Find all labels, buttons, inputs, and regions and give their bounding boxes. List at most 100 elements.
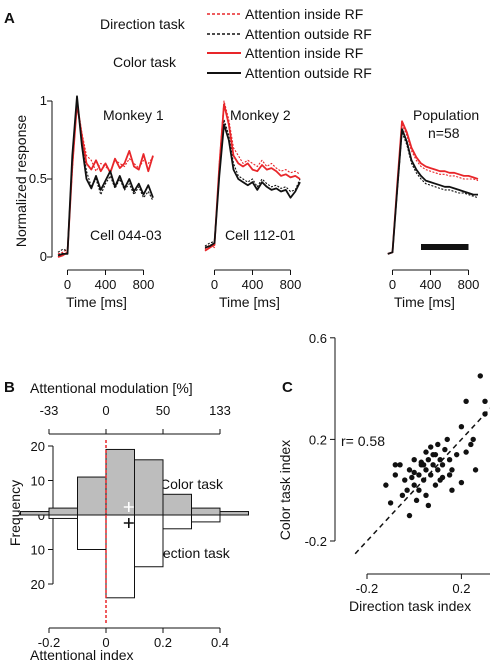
correlation-label: r= 0.58 — [341, 433, 385, 449]
panel-b-direction-task-label: Direction task — [145, 545, 231, 561]
panel-a-xlabels: Time [ms] Time [ms] Time [ms] — [66, 294, 455, 310]
panel-b-top-tick-label: -33 — [40, 403, 59, 418]
panel-b-ytick-label: 20 — [31, 439, 45, 454]
scatter-point — [432, 482, 439, 488]
scatter-point — [439, 462, 446, 468]
scatter-point — [406, 512, 413, 519]
legend-col-outside: Attention outside RF — [245, 65, 372, 81]
scatter-point — [463, 398, 469, 404]
scatter-point — [402, 477, 408, 483]
scatter-point — [472, 467, 479, 473]
legend: Direction task Attention inside RF Atten… — [100, 6, 372, 81]
scatter-point — [425, 502, 432, 509]
color-task-bar — [162, 493, 192, 516]
direction-task-bar — [191, 514, 221, 523]
panel-b-top-tick-label: 133 — [209, 403, 231, 418]
scatter-point — [430, 462, 436, 468]
panel-a-ytick-label: 0 — [40, 249, 47, 264]
monkey2-title: Monkey 2 — [230, 107, 291, 123]
panel-c-ytick-label: 0.2 — [309, 432, 327, 447]
panel-b-top-tick-label: 0 — [102, 403, 109, 418]
panel-c-xlabel: Direction task index — [349, 598, 471, 614]
panel-c-scatter: Color task index Direction task index r=… — [277, 331, 490, 614]
direction-task-bar — [77, 514, 107, 550]
panel-a-line-charts: Normalized response 1 0.5 0 Monkey 1 Cel… — [13, 93, 479, 310]
panel-b-xtick-label: -0.2 — [38, 635, 60, 650]
panel-c-ytick-label: 0.6 — [309, 331, 327, 346]
scatter-point — [411, 469, 417, 476]
panel-b-ytick-label: 10 — [31, 543, 45, 558]
monkey2-xlabel: Time [ms] — [219, 294, 280, 310]
scatter-point — [418, 459, 424, 465]
panel-a-xtick-label: 400 — [420, 277, 442, 292]
panel-a-xtick-label: 0 — [64, 277, 71, 292]
monkey1-xlabel: Time [ms] — [66, 294, 127, 310]
scatter-point — [458, 479, 465, 486]
panel-a-xtick-label: 800 — [133, 277, 155, 292]
panel-a-xtick-label: 400 — [95, 277, 117, 292]
scatter-point — [404, 487, 410, 493]
scatter-point — [458, 424, 465, 430]
identity-diagonal — [354, 407, 490, 555]
scatter-point — [446, 472, 453, 478]
direction-outside-trace — [387, 131, 479, 255]
panel-a-xtick-label: 0 — [389, 277, 396, 292]
color-inside-trace — [204, 103, 301, 252]
panel-a-titles: Monkey 1 Cell 044-03 Monkey 2 Cell 112-0… — [90, 107, 479, 243]
scatter-point — [423, 467, 429, 473]
scatter-point — [449, 467, 455, 473]
scatter-point — [435, 467, 441, 473]
scatter-point — [437, 477, 443, 483]
scatter-point — [423, 492, 429, 498]
color-outside-trace — [387, 128, 478, 255]
direction-task-mean-marker — [123, 518, 134, 528]
scatter-point — [470, 436, 476, 443]
panel-label-a: A — [4, 10, 15, 27]
scatter-point — [392, 462, 399, 468]
scatter-point — [463, 449, 469, 455]
direction-task-bar — [162, 514, 192, 530]
color-task-bar — [77, 476, 107, 516]
panel-b-color-task-label: Color task — [160, 476, 224, 492]
monkey2-cell-label: Cell 112-01 — [225, 227, 296, 243]
scatter-point — [428, 444, 434, 450]
panel-a-ylabel: Normalized response — [13, 115, 29, 247]
panel-c-ytick-label: -0.2 — [305, 534, 327, 549]
panel-a-ytick-label: 1 — [40, 93, 47, 108]
panel-b-xtick-label: 0 — [102, 635, 109, 650]
legend-color-task: Color task — [113, 54, 177, 70]
scatter-point — [430, 451, 436, 458]
legend-direction-task: Direction task — [100, 16, 186, 32]
panel-b-ylabel: Frequency — [7, 480, 23, 546]
scatter-point — [413, 497, 420, 504]
scatter-point — [409, 474, 415, 481]
scatter-point — [442, 446, 448, 453]
population-xlabel: Time [ms] — [394, 294, 455, 310]
scatter-point — [420, 477, 427, 483]
panel-b-top-tick-label: 50 — [156, 403, 170, 418]
direction-task-bar — [48, 514, 78, 519]
monkey1-title: Monkey 1 — [103, 107, 164, 123]
panel-a-xtick-label: 0 — [211, 277, 218, 292]
color-task-bar — [48, 507, 78, 516]
panel-b-ytick-label: 20 — [31, 577, 45, 592]
scatter-point — [428, 472, 434, 478]
color-task-bar — [134, 459, 164, 516]
panel-a-ytick-labels: 1 0.5 0 — [29, 93, 47, 264]
color-task-bar — [191, 507, 221, 516]
legend-dir-outside: Attention outside RF — [245, 26, 372, 42]
scatter-point — [435, 441, 441, 448]
direction-task-bar — [105, 514, 135, 599]
scatter-point — [444, 436, 450, 443]
color-task-bar — [219, 511, 249, 516]
scatter-point — [416, 472, 422, 478]
color-inside-trace — [387, 120, 479, 255]
panel-a-xtick-label: 800 — [458, 277, 480, 292]
panel-label-c: C — [282, 379, 293, 396]
panel-b-xlabel: Attentional index — [30, 647, 134, 663]
scatter-point — [411, 482, 417, 488]
color-task-bar — [105, 448, 135, 516]
scatter-point — [406, 467, 413, 473]
legend-col-inside: Attention inside RF — [245, 45, 363, 61]
